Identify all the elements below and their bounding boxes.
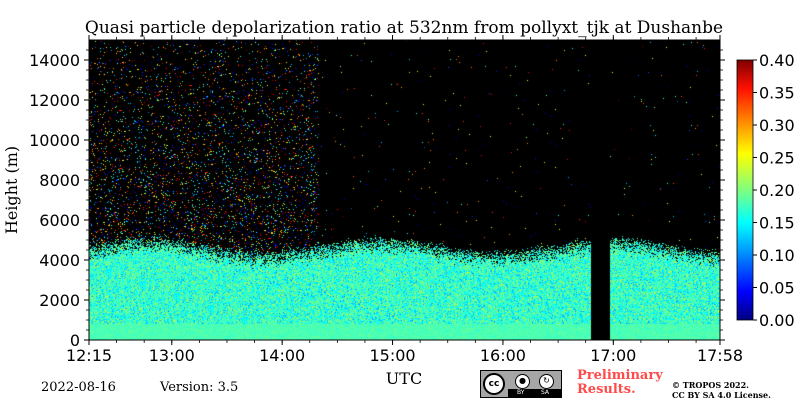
colorbar-tick-label: 0.05 [759, 279, 795, 298]
colorbar [736, 59, 754, 321]
copyright-notice: © TROPOS 2022. CC BY SA 4.0 License. [672, 380, 771, 400]
y-tick-label: 14000 [29, 51, 80, 70]
colorbar-tick-label: 0.25 [759, 149, 795, 168]
date-label: 2022-08-16 [41, 380, 116, 395]
heatmap-canvas [89, 40, 720, 340]
y-axis-label: Height (m) [2, 146, 21, 234]
by-icon: ● [515, 374, 530, 389]
copyright-line-2: CC BY SA 4.0 License. [672, 390, 771, 400]
x-tick-label: 14:00 [259, 346, 305, 365]
sa-text: SA [541, 389, 550, 396]
colorbar-tick-label: 0.20 [759, 181, 795, 200]
version-label: Version: 3.5 [160, 380, 239, 395]
colorbar-axis: 0.00 0.05 0.10 0.15 0.20 0.25 0.30 0.35 0.40 [753, 51, 795, 330]
x-tick-label: 12:15 [66, 346, 112, 365]
colorbar-tick-label: 0.35 [759, 84, 795, 103]
x-axis: 12:15 13:00 14:00 15:00 16:00 17:00 17:58 [66, 35, 743, 365]
y-tick-label: 6000 [39, 211, 80, 230]
x-tick-label: 16:00 [480, 346, 526, 365]
preliminary-notice: Preliminary Results. [577, 369, 663, 397]
x-tick-label: 17:58 [697, 346, 743, 365]
copyright-line-1: © TROPOS 2022. [672, 380, 749, 390]
preliminary-line-1: Preliminary [577, 368, 663, 383]
y-axis: 0 2000 4000 6000 8000 10000 12000 14000 [29, 49, 725, 350]
colorbar-tick-label: 0.30 [759, 116, 795, 135]
y-tick-label: 10000 [29, 131, 80, 150]
sa-icon: ↻ [539, 374, 554, 389]
colorbar-tick-label: 0.40 [759, 51, 795, 70]
colorbar-tick-label: 0.00 [759, 311, 795, 330]
y-tick-label: 2000 [39, 291, 80, 310]
y-tick-label: 12000 [29, 91, 80, 110]
chart-title: Quasi particle depolarization ratio at 5… [85, 18, 723, 38]
by-text: BY [517, 389, 525, 396]
colorbar-tick-label: 0.10 [759, 246, 795, 265]
license-badge: cc ● ↻ BY SA [480, 370, 562, 398]
cc-icon: cc [483, 373, 505, 395]
x-tick-label: 17:00 [590, 346, 636, 365]
y-tick-label: 4000 [39, 251, 80, 270]
x-tick-label: 15:00 [369, 346, 415, 365]
x-axis-label: UTC [386, 369, 422, 388]
colorbar-tick-label: 0.15 [759, 214, 795, 233]
y-tick-label: 0 [70, 331, 80, 350]
license-band: BY SA [508, 389, 561, 397]
y-tick-label: 8000 [39, 171, 80, 190]
preliminary-line-2: Results. [577, 382, 636, 397]
x-tick-label: 13:00 [149, 346, 195, 365]
